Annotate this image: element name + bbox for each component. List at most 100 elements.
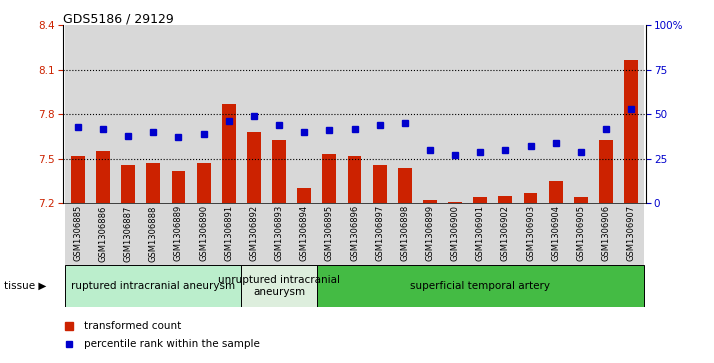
Text: GSM1306906: GSM1306906 (601, 205, 610, 261)
Bar (518, 203, 543, 265)
Text: GDS5186 / 29129: GDS5186 / 29129 (63, 13, 174, 26)
Bar (398, 168, 412, 203)
Bar (468, 25, 493, 203)
Text: unruptured intracranial
aneurysm: unruptured intracranial aneurysm (218, 275, 340, 297)
Text: GSM1306895: GSM1306895 (325, 205, 334, 261)
Bar (66, 25, 91, 203)
Bar (618, 203, 643, 265)
Bar (272, 139, 286, 203)
Text: GSM1306896: GSM1306896 (350, 205, 359, 261)
Bar (241, 25, 266, 203)
Bar (166, 203, 191, 265)
Bar (473, 197, 487, 203)
Bar (216, 203, 241, 265)
Bar (568, 203, 593, 265)
Bar (116, 25, 141, 203)
Bar (222, 104, 236, 203)
Bar (392, 25, 418, 203)
Bar (116, 203, 141, 265)
Text: GSM1306887: GSM1306887 (124, 205, 133, 261)
Text: GSM1306885: GSM1306885 (74, 205, 82, 261)
Bar (171, 171, 186, 203)
Bar (618, 25, 643, 203)
Text: tissue ▶: tissue ▶ (4, 281, 46, 291)
FancyBboxPatch shape (241, 265, 317, 307)
Text: GSM1306889: GSM1306889 (174, 205, 183, 261)
Bar (216, 25, 241, 203)
Bar (291, 203, 317, 265)
Bar (317, 203, 342, 265)
Bar (317, 25, 342, 203)
Bar (418, 203, 443, 265)
Text: transformed count: transformed count (84, 321, 181, 331)
Bar (91, 203, 116, 265)
Text: GSM1306905: GSM1306905 (576, 205, 585, 261)
Bar (166, 25, 191, 203)
Text: GSM1306898: GSM1306898 (401, 205, 409, 261)
FancyBboxPatch shape (66, 265, 241, 307)
Text: GSM1306907: GSM1306907 (627, 205, 635, 261)
Bar (443, 203, 468, 265)
Bar (493, 25, 518, 203)
Bar (297, 188, 311, 203)
Bar (247, 132, 261, 203)
Bar (266, 25, 291, 203)
Bar (146, 163, 160, 203)
Text: superficial temporal artery: superficial temporal artery (411, 281, 550, 291)
Bar (543, 25, 568, 203)
Bar (191, 203, 216, 265)
Bar (367, 25, 392, 203)
FancyBboxPatch shape (317, 265, 643, 307)
Text: GSM1306902: GSM1306902 (501, 205, 510, 261)
Bar (191, 25, 216, 203)
Text: GSM1306886: GSM1306886 (99, 205, 108, 261)
Bar (91, 25, 116, 203)
Bar (624, 60, 638, 203)
Bar (367, 203, 392, 265)
Bar (392, 203, 418, 265)
Text: GSM1306904: GSM1306904 (551, 205, 560, 261)
Text: GSM1306890: GSM1306890 (199, 205, 208, 261)
Bar (71, 156, 85, 203)
Text: GSM1306892: GSM1306892 (249, 205, 258, 261)
Bar (423, 200, 437, 203)
Bar (599, 139, 613, 203)
Bar (342, 25, 367, 203)
Text: percentile rank within the sample: percentile rank within the sample (84, 339, 261, 349)
Bar (323, 154, 336, 203)
Bar (448, 202, 462, 203)
Bar (493, 203, 518, 265)
Bar (593, 25, 618, 203)
Bar (197, 163, 211, 203)
Bar (549, 181, 563, 203)
Text: GSM1306893: GSM1306893 (275, 205, 283, 261)
Bar (266, 203, 291, 265)
Bar (348, 156, 361, 203)
Bar (468, 203, 493, 265)
Bar (518, 25, 543, 203)
Bar (443, 25, 468, 203)
Bar (523, 193, 538, 203)
Bar (96, 151, 110, 203)
Bar (543, 203, 568, 265)
Bar (121, 165, 135, 203)
Text: GSM1306888: GSM1306888 (149, 205, 158, 261)
Bar (373, 165, 386, 203)
Bar (418, 25, 443, 203)
Bar (241, 203, 266, 265)
Bar (291, 25, 317, 203)
Bar (568, 25, 593, 203)
Bar (574, 197, 588, 203)
Bar (593, 203, 618, 265)
Bar (66, 203, 91, 265)
Text: ruptured intracranial aneurysm: ruptured intracranial aneurysm (71, 281, 236, 291)
Text: GSM1306900: GSM1306900 (451, 205, 460, 261)
Bar (342, 203, 367, 265)
Text: GSM1306899: GSM1306899 (426, 205, 434, 261)
Text: GSM1306894: GSM1306894 (300, 205, 308, 261)
Bar (498, 196, 512, 203)
Text: GSM1306891: GSM1306891 (224, 205, 233, 261)
Bar (141, 203, 166, 265)
Bar (141, 25, 166, 203)
Text: GSM1306903: GSM1306903 (526, 205, 535, 261)
